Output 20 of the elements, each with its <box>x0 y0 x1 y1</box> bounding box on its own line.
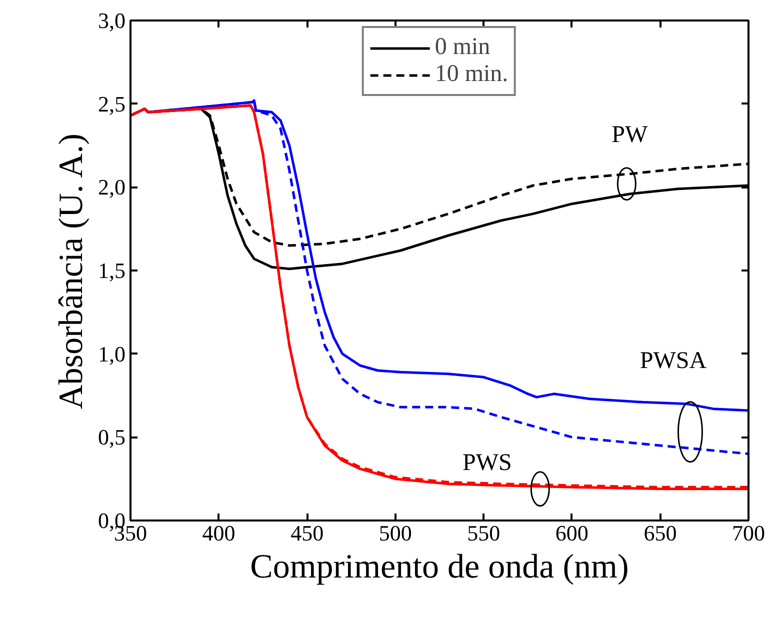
legend-label: 10 min. <box>434 61 508 88</box>
x-tick-label: 400 <box>202 520 236 546</box>
x-tick-label: 450 <box>290 520 324 546</box>
y-tick-label: 1,0 <box>98 341 126 366</box>
x-tick-label: 600 <box>555 520 588 546</box>
annotation: PWS <box>462 450 512 476</box>
y-tick-label: 1,5 <box>98 258 126 283</box>
x-tick-label: 650 <box>644 520 677 546</box>
annotation: PWSA <box>640 348 708 374</box>
legend-label: 0 min <box>434 34 490 61</box>
x-axis-title: Comprimento de onda (nm) <box>250 548 629 586</box>
y-tick-label: 2,0 <box>98 174 126 200</box>
x-tick-label: 550 <box>467 520 500 546</box>
x-tick-label: 700 <box>732 520 765 546</box>
y-tick-label: 2,5 <box>98 91 126 116</box>
y-axis-title: Absorbância (U. A.) <box>53 134 90 410</box>
y-tick-label: 0,5 <box>98 424 126 450</box>
y-tick-label: 3,0 <box>98 8 126 33</box>
x-tick-label: 500 <box>378 520 412 546</box>
annotation: PW <box>612 122 648 148</box>
